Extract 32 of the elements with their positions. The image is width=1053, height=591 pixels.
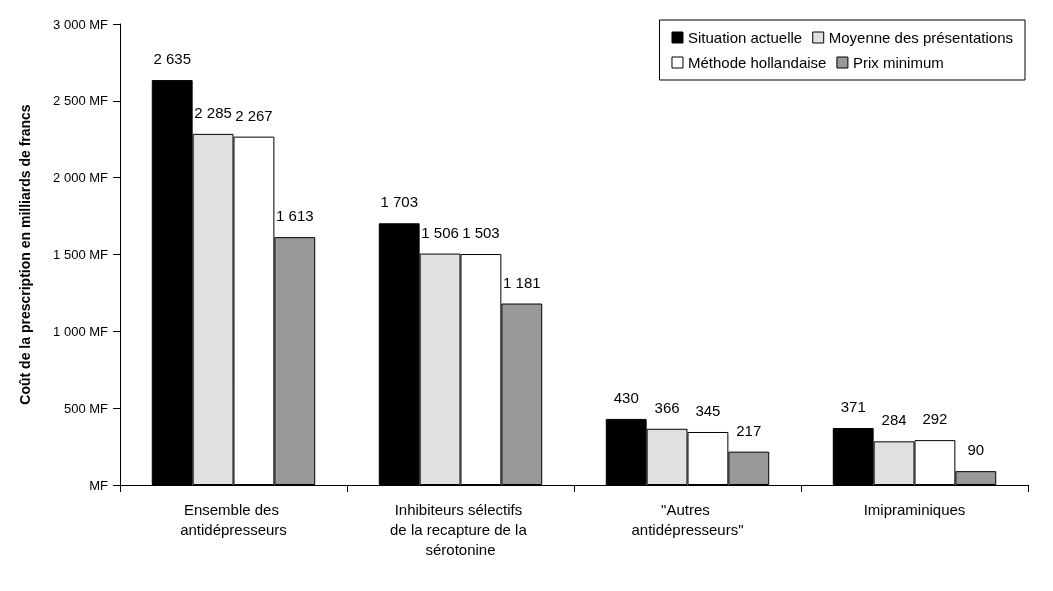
data-label: 1 506 [421, 223, 459, 241]
data-label: 2 635 [153, 50, 191, 68]
data-label: 2 285 [194, 103, 232, 121]
data-label: 90 [967, 441, 985, 459]
x-tick-label: Imipraminiques [863, 500, 966, 518]
y-axis-title: Coût de la prescription en milliards de francs [17, 104, 33, 405]
x-tick-label: "Autres antidépresseurs" [631, 500, 744, 538]
x-tick-label: Ensemble des antidépresseurs [180, 500, 287, 538]
y-tick-label: 500 MF [63, 400, 109, 416]
y-tick-label: 3 000 MF [53, 16, 109, 32]
x-tick-label: Inhibiteurs sélectifs de la recapture de la sérotonine [390, 500, 531, 558]
data-label: 366 [654, 398, 680, 416]
data-label: 430 [613, 388, 639, 406]
y-tick-label: 1 000 MF [53, 323, 109, 339]
data-label: 217 [736, 421, 762, 439]
data-label: 1 703 [380, 193, 418, 211]
data-label: 1 503 [462, 224, 500, 242]
y-tick-label: 2 000 MF [53, 170, 109, 186]
y-tick-label: 1 500 MF [53, 247, 109, 262]
y-tick-label: MF [89, 477, 109, 493]
legend-label: Situation actuelle [687, 29, 803, 46]
y-tick-label: 2 500 MF [53, 93, 109, 109]
data-label: 2 267 [235, 106, 273, 124]
legend-label: Méthode hollandaise [687, 54, 827, 71]
legend-label: Moyenne des présentations [828, 29, 1014, 46]
data-label: 1 181 [503, 273, 541, 291]
data-label: 371 [840, 397, 866, 415]
data-label: 1 613 [276, 207, 314, 225]
data-label: 292 [922, 410, 948, 428]
legend-label: Prix minimum [852, 54, 944, 71]
data-label: 345 [695, 401, 721, 419]
data-label: 284 [881, 411, 907, 429]
